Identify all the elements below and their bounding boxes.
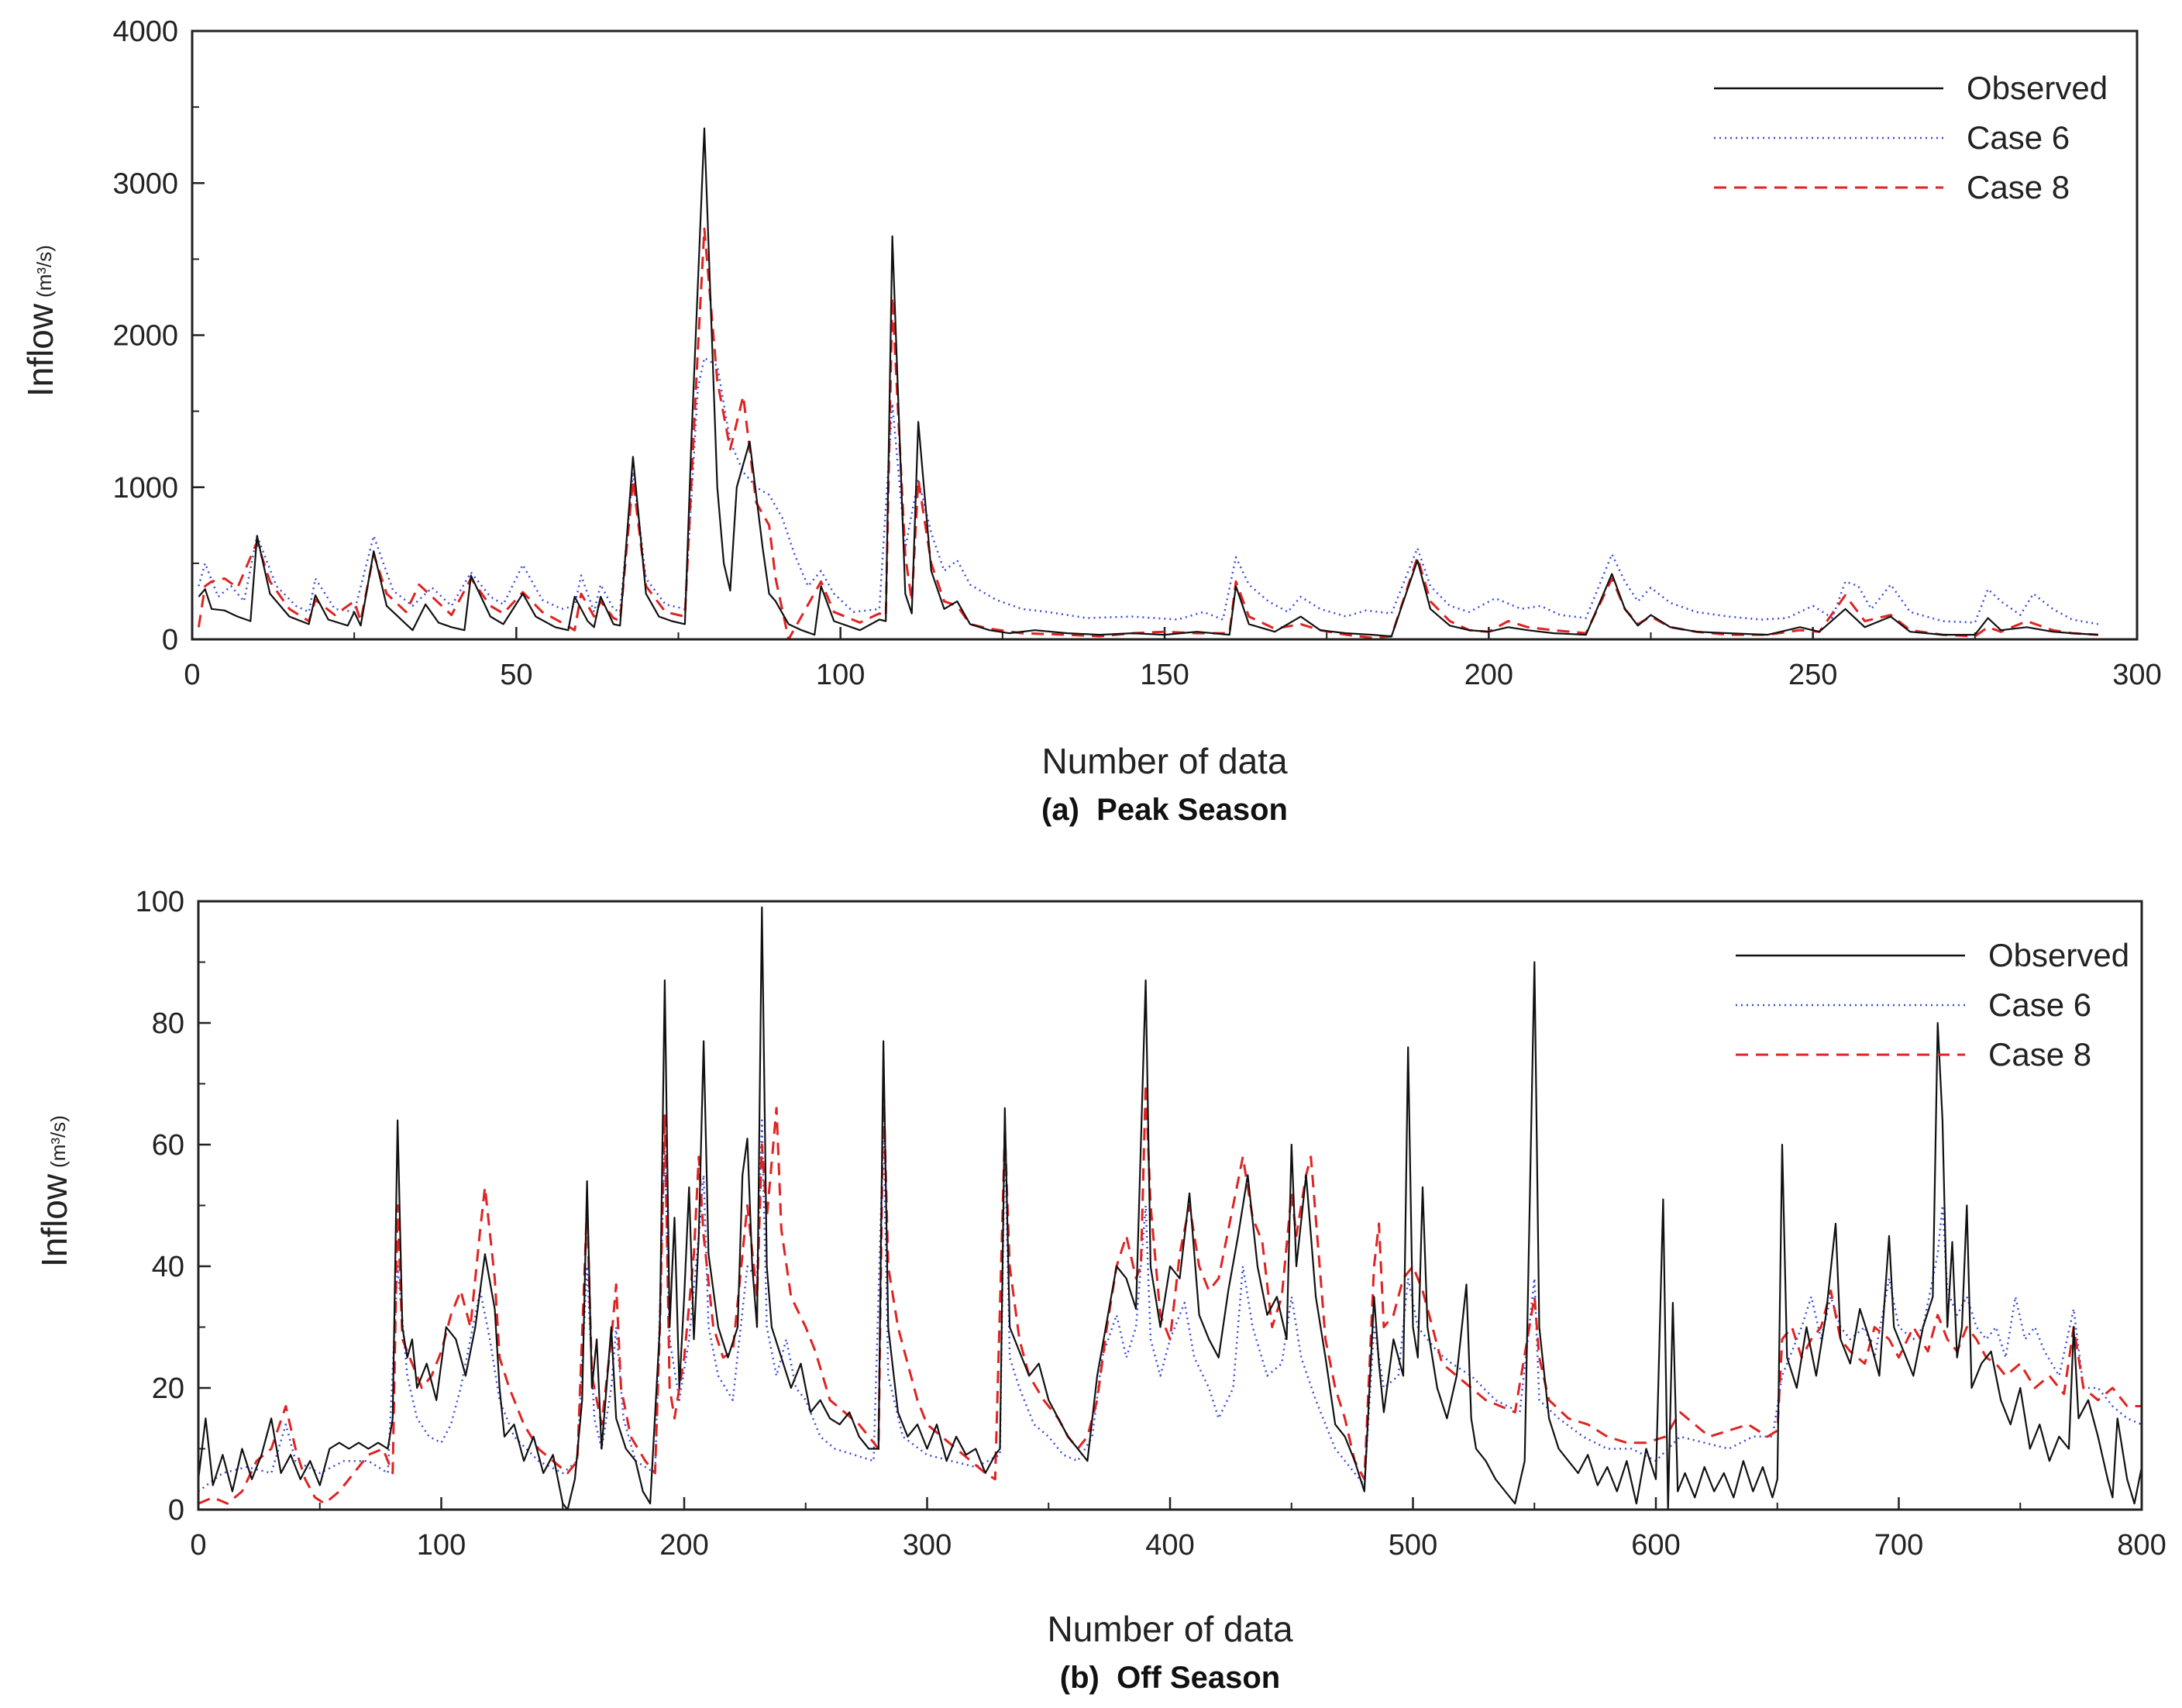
chart-b-frame (197, 900, 2143, 1511)
y-tick-label: 4000 (112, 15, 178, 48)
y-tick-label: 80 (152, 1007, 184, 1040)
y-tick-label: 60 (152, 1129, 184, 1162)
chart-a-legend-case6: Case 6 (1967, 119, 2070, 156)
x-tick-label: 150 (1140, 659, 1189, 691)
series-line-case-6 (198, 356, 2099, 625)
chart-a: 0 1000 2000 3000 4000 0 50 100 150 200 250 300 Num… (20, 15, 2162, 827)
x-tick-label: 200 (659, 1529, 708, 1562)
chart-a-caption: (a) Peak Season (1041, 793, 1288, 827)
series-line-observed (197, 906, 2143, 1511)
y-tick-label: 2000 (112, 320, 178, 353)
x-tick-label: 100 (816, 659, 865, 691)
chart-b-x-axis-title: Number of data (1047, 1609, 1292, 1649)
chart-b-lines (197, 906, 2143, 1511)
chart-a-ticks (191, 29, 2139, 641)
chart-a-frame (191, 29, 2139, 641)
y-tick-label: 40 (152, 1251, 184, 1283)
chart-a-x-tick-labels: 0 50 100 150 200 250 300 (184, 659, 2161, 691)
chart-b-y-tick-labels: 0 20 40 60 80 100 (136, 886, 184, 1527)
chart-b-ticks (197, 900, 2143, 1511)
x-tick-label: 500 (1389, 1529, 1437, 1562)
y-tick-label: 0 (162, 624, 178, 656)
chart-b-x-tick-labels: 0 100 200 300 400 500 600 700 800 (190, 1529, 2166, 1562)
x-tick-label: 0 (190, 1529, 206, 1562)
x-tick-label: 600 (1631, 1529, 1680, 1562)
chart-b: 0 20 40 60 80 100 0 100 200 300 400 500 600 700 800 N… (34, 886, 2167, 1695)
series-line-case-8 (198, 1083, 2142, 1505)
y-tick-label: 20 (152, 1372, 184, 1405)
y-tick-label: 0 (168, 1494, 184, 1527)
series-line-observed (198, 127, 2098, 638)
chart-a-legend-observed: Observed (1967, 70, 2108, 106)
chart-b-legend: Observed Case 6 Case 8 (1736, 937, 2129, 1073)
x-tick-label: 50 (500, 659, 532, 691)
chart-b-y-axis-unit: (m³/s) (46, 1115, 70, 1168)
series-line-case-8 (197, 227, 2098, 641)
chart-a-y-tick-labels: 0 1000 2000 3000 4000 (112, 15, 178, 656)
x-tick-label: 250 (1788, 659, 1837, 691)
chart-a-legend: Observed Case 6 Case 8 (1714, 70, 2108, 205)
y-tick-label: 3000 (112, 167, 178, 200)
chart-b-legend-case8: Case 8 (1988, 1036, 2091, 1073)
chart-b-legend-case6: Case 6 (1988, 987, 2091, 1023)
y-tick-label: 1000 (112, 472, 178, 504)
chart-a-x-axis-title: Number of data (1041, 741, 1287, 781)
x-tick-label: 100 (417, 1529, 466, 1562)
chart-b-y-axis-title: Inflow (34, 1173, 74, 1267)
series-line-case-6 (198, 1119, 2142, 1493)
chart-a-legend-case8: Case 8 (1967, 169, 2070, 205)
x-tick-label: 200 (1464, 659, 1513, 691)
x-tick-label: 400 (1145, 1529, 1194, 1562)
chart-a-lines (197, 127, 2099, 641)
chart-b-caption: (b) Off Season (1060, 1661, 1280, 1695)
x-tick-label: 800 (2117, 1529, 2166, 1562)
x-tick-label: 300 (903, 1529, 952, 1562)
chart-a-y-axis-unit: (m³/s) (33, 245, 56, 298)
x-tick-label: 0 (184, 659, 200, 691)
chart-a-y-axis-title: Inflow (20, 303, 60, 397)
y-tick-label: 100 (136, 886, 184, 918)
chart-b-legend-observed: Observed (1988, 937, 2129, 973)
x-tick-label: 700 (1874, 1529, 1923, 1562)
x-tick-label: 300 (2112, 659, 2161, 691)
